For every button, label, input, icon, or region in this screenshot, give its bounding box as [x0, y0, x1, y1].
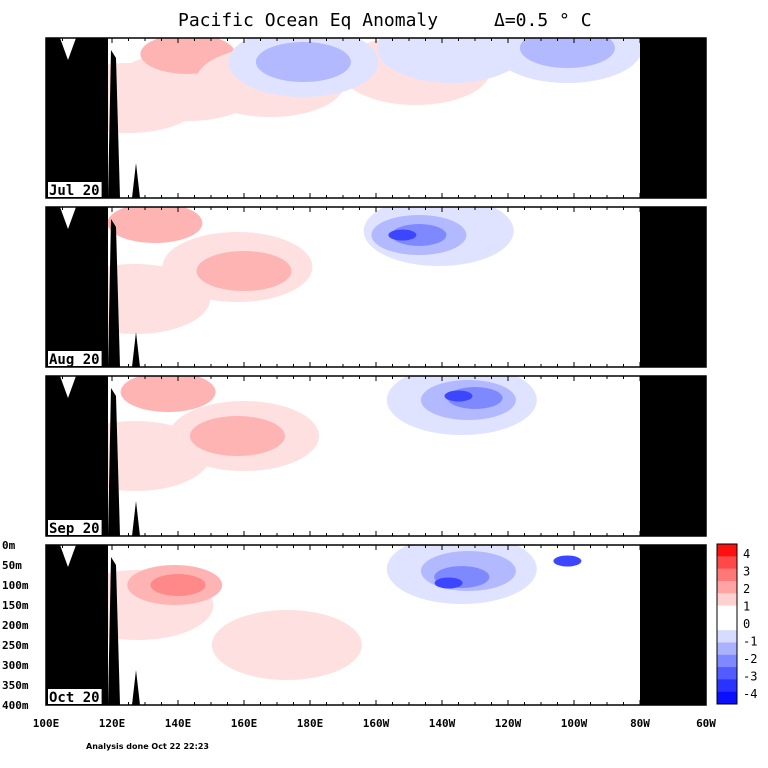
land-mask-west [46, 207, 108, 367]
cool-anomaly-level-4 [553, 555, 582, 567]
cool-anomaly-level-4 [444, 390, 473, 402]
contour-interval-label: Δ=0.5 ° C [494, 10, 592, 31]
land-mask-west [46, 545, 108, 705]
panel-month-label: Aug 20 [49, 352, 100, 368]
panel-1: Jul 20 [45, 37, 707, 199]
colorbar-label: -4 [743, 687, 757, 701]
warm-anomaly-level-2 [107, 207, 203, 243]
cool-anomaly-level-1 [376, 38, 527, 83]
panel-month-label: Sep 20 [49, 521, 100, 537]
y-tick-label: 300m [2, 659, 29, 672]
colorbar-label: 0 [743, 617, 750, 631]
island-gap [60, 38, 76, 60]
x-tick-label: 140W [429, 717, 456, 730]
warm-anomaly-level-3 [150, 574, 206, 596]
colorbar-label: 4 [743, 547, 750, 561]
y-tick-label: 50m [2, 559, 22, 572]
colorbar-swatch [717, 544, 737, 557]
land-mask-ridge [108, 219, 120, 367]
panel-3: Sep 20 [45, 375, 707, 537]
panel-4: Oct 20 [45, 544, 707, 706]
cool-anomaly-level-3 [391, 224, 447, 246]
y-tick-label: 250m [2, 639, 29, 652]
colorbar-swatch [717, 667, 737, 680]
land-mask-west [46, 38, 108, 198]
colorbar-swatch [717, 630, 737, 643]
colorbar-swatch [717, 580, 737, 594]
island-gap [60, 376, 76, 398]
warm-anomaly-level-2 [120, 376, 216, 412]
cool-anomaly-level-4 [388, 229, 417, 241]
land-mask-east [640, 38, 706, 198]
colorbar-label: -3 [743, 670, 757, 684]
x-tick-label: 180E [297, 717, 324, 730]
axes-layer: 100E 120E 140E 160E 180E 160W 140W 120W 100W 80W 6… [2, 539, 716, 730]
colorbar-swatch [717, 617, 737, 631]
panel-label-background [48, 351, 102, 366]
cool-anomaly-level-2 [519, 38, 615, 68]
land-mask-spike [132, 501, 140, 536]
y-tick-label: 100m [2, 579, 29, 592]
land-mask-ridge [108, 50, 120, 198]
land-mask-spike [132, 163, 140, 198]
colorbar-swatch [717, 593, 737, 607]
colorbar-swatch [717, 691, 737, 705]
panel-label-background [48, 182, 102, 197]
land-mask-ridge [108, 557, 120, 705]
y-tick-label: 150m [2, 599, 29, 612]
colorbar-swatch [717, 556, 737, 570]
x-tick-label: 120E [99, 717, 126, 730]
land-mask-spike [132, 670, 140, 705]
colorbar-label: 1 [743, 600, 750, 614]
y-tick-label: 0m [2, 539, 16, 552]
colorbar: 4 3 2 1 0 -1 -2 -3 -4 [716, 543, 757, 705]
colorbar-swatch [717, 568, 737, 582]
island-gap [60, 207, 76, 229]
land-mask-east [640, 545, 706, 705]
colorbar-label: -1 [743, 635, 757, 649]
panels-layer: Jul 20 Aug 20 Sep 20 Oct 20 [45, 37, 707, 706]
x-tick-label: 160W [363, 717, 390, 730]
chart-title: Pacific Ocean Eq Anomaly [178, 10, 438, 31]
land-mask-west [46, 376, 108, 536]
panel-label-background [48, 520, 102, 535]
cool-anomaly-level-2 [255, 42, 351, 82]
x-tick-label: 60W [696, 717, 716, 730]
panel-month-label: Oct 20 [49, 690, 100, 706]
land-mask-spike [132, 332, 140, 367]
colorbar-label: 2 [743, 582, 750, 596]
colorbar-label: 3 [743, 565, 750, 579]
y-tick-label: 200m [2, 619, 29, 632]
colorbar-swatch [717, 605, 737, 619]
x-tick-label: 120W [495, 717, 522, 730]
land-mask-ridge [108, 388, 120, 536]
cool-anomaly-level-4 [434, 577, 463, 589]
x-tick-label: 80W [630, 717, 650, 730]
land-mask-east [640, 207, 706, 367]
colorbar-swatch [717, 642, 737, 656]
island-gap [60, 545, 76, 567]
panel-label-background [48, 689, 102, 704]
y-tick-label: 350m [2, 679, 29, 692]
colorbar-swatch [717, 654, 737, 668]
panel-2: Aug 20 [45, 206, 707, 368]
x-tick-label: 100W [561, 717, 588, 730]
colorbar-swatch [717, 679, 737, 693]
land-mask-east [640, 376, 706, 536]
x-tick-label: 100E [33, 717, 60, 730]
warm-anomaly-level-2 [189, 416, 285, 456]
x-tick-label: 140E [165, 717, 192, 730]
panel-month-label: Jul 20 [49, 183, 100, 199]
warm-anomaly-level-1 [211, 610, 362, 680]
colorbar-border [716, 543, 738, 705]
analysis-footnote: Analysis done Oct 22 22:23 [86, 742, 209, 751]
colorbar-label: -2 [743, 652, 757, 666]
y-tick-label: 400m [2, 699, 29, 712]
warm-anomaly-level-2 [196, 251, 292, 291]
x-tick-label: 160E [231, 717, 258, 730]
